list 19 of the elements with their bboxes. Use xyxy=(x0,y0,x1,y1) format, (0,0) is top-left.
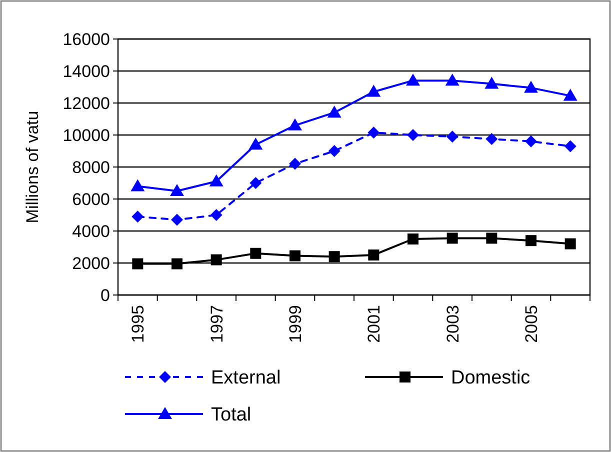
y-tick-label: 14000 xyxy=(62,62,110,81)
x-tick-label: 2003 xyxy=(443,305,462,343)
y-tick-label: 10000 xyxy=(62,126,110,145)
x-tick-label: 2001 xyxy=(364,305,384,343)
legend-label: Domestic xyxy=(451,368,530,389)
y-tick-label: 8000 xyxy=(72,158,110,177)
y-tick-label: 6000 xyxy=(72,190,110,209)
x-tick-label: 1999 xyxy=(286,305,305,343)
y-tick-label: 0 xyxy=(100,286,110,305)
legend-label: Total xyxy=(211,404,252,426)
legend-label: External xyxy=(211,368,281,389)
x-tick-label: 2005 xyxy=(522,305,541,343)
y-tick-label: 4000 xyxy=(72,222,110,241)
y-axis-title: Millions of vatu xyxy=(23,110,42,224)
x-tick-label: 1997 xyxy=(207,305,226,343)
y-tick-label: 12000 xyxy=(62,94,110,113)
y-tick-label: 16000 xyxy=(62,30,110,49)
y-tick-label: 2000 xyxy=(72,254,110,273)
x-tick-label: 1995 xyxy=(128,305,148,343)
